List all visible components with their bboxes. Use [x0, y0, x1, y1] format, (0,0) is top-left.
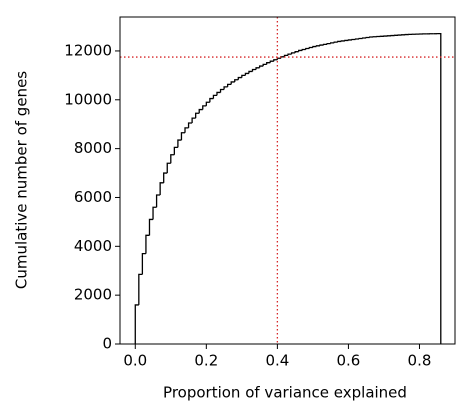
histogram-step: [241, 74, 246, 78]
x-tick-label: 0.0: [123, 352, 147, 370]
histogram-step: [305, 47, 310, 50]
histogram-step: [308, 46, 313, 49]
histogram-step: [184, 127, 189, 133]
y-tick-label: 2000: [74, 286, 112, 304]
histogram-step: [187, 122, 193, 128]
histogram-step: [315, 45, 321, 47]
histogram-step: [266, 62, 271, 65]
histogram-step: [330, 42, 335, 44]
y-tick-label: 12000: [64, 41, 112, 59]
histogram-step: [163, 172, 168, 183]
y-tick-label: 0: [102, 335, 112, 353]
histogram-step: [301, 48, 306, 51]
histogram-step: [177, 139, 182, 148]
histogram-step: [166, 162, 171, 174]
histogram-step: [290, 52, 296, 55]
y-axis-label: Cumulative number of genes: [13, 71, 31, 289]
x-tick-label: 0.2: [194, 352, 218, 370]
histogram-step: [298, 49, 303, 52]
histogram-step: [326, 42, 331, 45]
histogram-step: [230, 81, 235, 85]
histogram-step: [198, 108, 203, 114]
histogram-step: [251, 68, 257, 72]
histogram-step: [134, 304, 139, 344]
histogram-step: [223, 86, 228, 90]
histogram-step: [269, 60, 274, 63]
histogram-step: [333, 41, 338, 43]
y-tick-label: 4000: [74, 237, 112, 255]
histogram-step: [322, 43, 328, 46]
histogram-step: [258, 65, 264, 68]
histogram-step: [155, 194, 161, 208]
histogram-step: [159, 182, 164, 196]
histogram-step: [216, 91, 221, 96]
histogram-step: [234, 79, 239, 82]
histogram-step: [209, 97, 214, 103]
histogram-step: [312, 45, 317, 48]
y-tick-label: 6000: [74, 188, 112, 206]
histogram-step: [436, 32, 442, 344]
histogram-step: [262, 63, 267, 67]
x-tick-label: 0.8: [408, 352, 432, 370]
histogram-step: [145, 234, 150, 254]
histogram-step: [180, 132, 186, 141]
histogram-step: [205, 101, 210, 106]
y-tick-label: 10000: [64, 90, 112, 108]
plot-frame: [119, 16, 456, 345]
histogram-step: [173, 146, 178, 155]
histogram-step: [287, 53, 292, 56]
histogram-step: [152, 206, 157, 220]
y-tick-label: 8000: [74, 139, 112, 157]
x-axis-label: Proportion of variance explained: [163, 384, 407, 402]
x-tick-label: 0.6: [336, 352, 360, 370]
histogram-step: [237, 76, 242, 80]
histogram-step: [226, 83, 232, 87]
histogram-step: [148, 218, 154, 236]
histogram-step: [283, 54, 289, 57]
histogram-step: [319, 44, 324, 46]
histogram-step: [294, 51, 299, 53]
histogram-step: [138, 273, 143, 305]
histogram-step: [244, 72, 249, 76]
histogram-step: [255, 67, 260, 70]
histogram-step: [337, 40, 342, 43]
histogram-step: [273, 59, 278, 62]
x-tick-label: 0.4: [265, 352, 289, 370]
histogram-step: [212, 94, 217, 99]
histogram-step: [248, 70, 253, 74]
histogram-step: [170, 154, 175, 164]
histogram-step: [219, 88, 225, 93]
histogram-step: [195, 112, 200, 119]
histogram-step: [141, 252, 146, 275]
histogram-step: [202, 105, 207, 110]
histogram-step: [191, 117, 196, 123]
